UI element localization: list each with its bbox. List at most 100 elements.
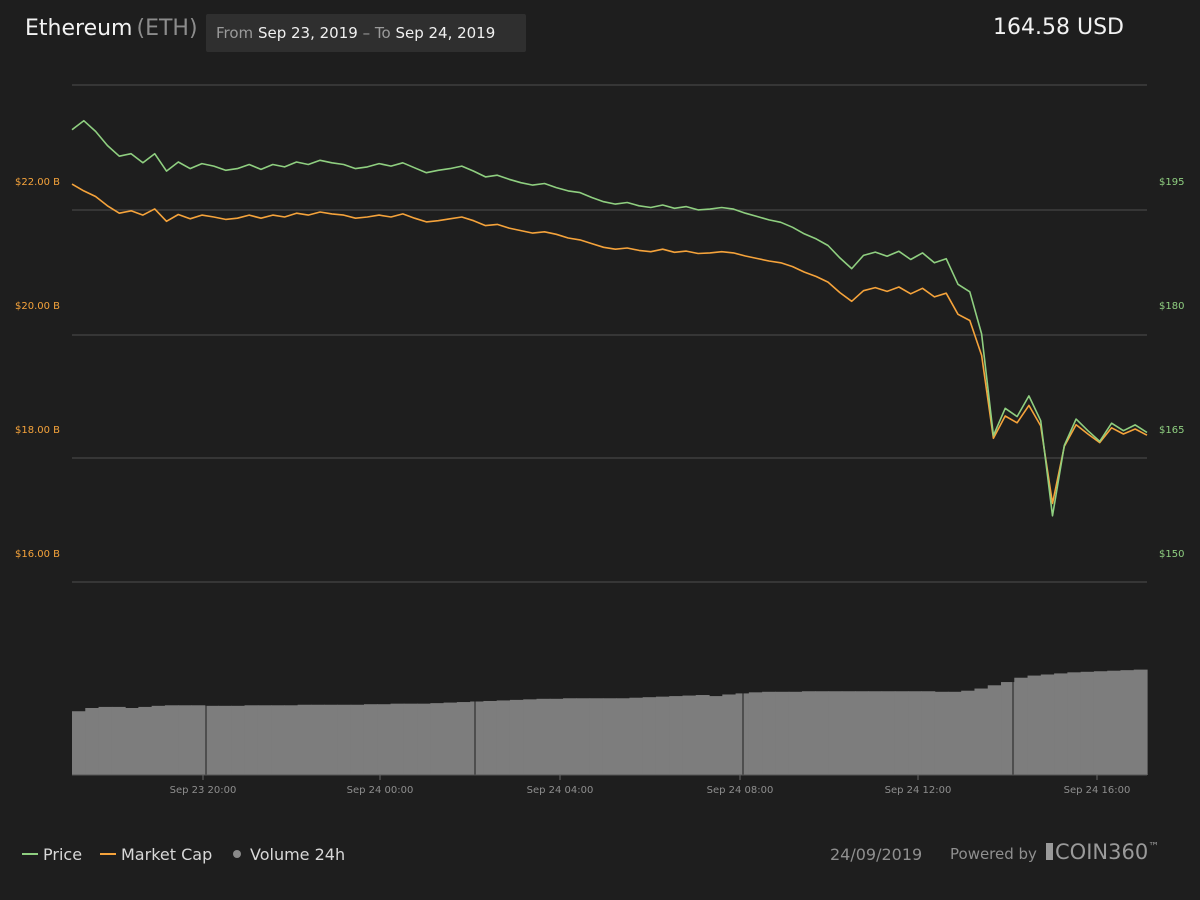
volume-bar <box>417 703 431 775</box>
x-tick-label: Sep 24 00:00 <box>347 785 414 796</box>
volume-bar <box>363 704 378 775</box>
axes: $16.00 B $18.00 B $20.00 B $22.00 B $150 $165… <box>15 177 1184 796</box>
volume-bar <box>483 700 498 775</box>
volume-bar <box>695 695 710 775</box>
volume-bar <box>987 685 1002 775</box>
legend-market-cap[interactable]: Market Cap <box>100 845 212 864</box>
volume-bar <box>775 691 790 775</box>
volume-bar <box>1120 670 1135 775</box>
brand-tm: ™ <box>1148 840 1160 853</box>
volume-bar <box>881 691 896 775</box>
volume-bar <box>722 694 737 775</box>
volume-bar <box>748 692 763 775</box>
range-separator: – <box>362 24 371 42</box>
volume-bar <box>1067 672 1082 775</box>
x-tick-label: Sep 24 16:00 <box>1064 785 1131 796</box>
price-chart[interactable]: $16.00 B $18.00 B $20.00 B $22.00 B $150 $165… <box>0 0 1200 820</box>
volume-bar <box>709 696 723 775</box>
volume-bar <box>655 696 670 775</box>
to-date[interactable]: Sep 24, 2019 <box>395 24 496 42</box>
coin360-logo[interactable]: COIN360™ <box>1046 840 1159 864</box>
volume-dot-icon <box>233 849 241 858</box>
volume-bar <box>191 705 206 775</box>
volume-bar <box>1054 673 1068 775</box>
volume-bar <box>231 705 246 775</box>
volume-bar <box>85 707 100 775</box>
volume-bar <box>430 703 445 775</box>
volume-bar <box>456 702 471 775</box>
volume-bar <box>523 699 538 775</box>
volume-bar <box>257 705 272 775</box>
brand-name: COIN360 <box>1055 840 1149 864</box>
volume-bars <box>72 660 1148 775</box>
volume-bar <box>788 691 803 775</box>
left-axis-tick-label: $18.00 B <box>15 425 60 436</box>
volume-bar <box>271 705 285 775</box>
market-cap-line-swatch <box>100 852 116 855</box>
date-range-selector[interactable]: From Sep 23, 2019 – To Sep 24, 2019 <box>206 14 526 52</box>
market-cap-line <box>71 183 1148 505</box>
volume-bar <box>855 691 869 775</box>
volume-bar <box>616 698 631 775</box>
volume-bar <box>151 705 166 775</box>
volume-bar <box>602 698 617 775</box>
legend-price[interactable]: Price <box>22 845 82 864</box>
right-axis-tick-label: $195 <box>1159 177 1184 188</box>
volume-bar <box>894 691 909 775</box>
volume-bar <box>297 704 312 775</box>
x-tick-label: Sep 23 20:00 <box>170 785 237 796</box>
coin360-logo-icon <box>1046 842 1053 860</box>
volume-bar <box>828 691 843 775</box>
coin-symbol: (ETH) <box>136 16 198 41</box>
volume-bar <box>111 706 126 775</box>
volume-bar <box>178 705 193 775</box>
from-date[interactable]: Sep 23, 2019 <box>257 24 358 42</box>
chart-header: Ethereum (ETH) From Sep 23, 2019 – To Sep… <box>0 0 1200 60</box>
legend-price-label: Price <box>43 845 83 864</box>
volume-bar <box>669 696 684 775</box>
volume-bar <box>337 704 352 775</box>
from-label: From <box>216 24 254 42</box>
volume-bar <box>549 698 564 775</box>
left-axis-tick-label: $22.00 B <box>15 177 60 188</box>
volume-bar <box>642 697 657 775</box>
price-line <box>71 119 1148 517</box>
volume-bar <box>1107 670 1122 775</box>
volume-bar <box>496 700 511 775</box>
right-axis-tick-label: $150 <box>1159 549 1184 560</box>
volume-bar <box>72 711 86 775</box>
right-axis-tick-label: $180 <box>1159 301 1184 312</box>
volume-bar <box>868 691 883 775</box>
volume-bar <box>125 707 139 775</box>
volume-bar <box>974 688 989 775</box>
volume-bar <box>1080 671 1095 775</box>
volume-bar <box>138 706 153 775</box>
volume-bar <box>1093 671 1108 775</box>
volume-bar <box>217 705 232 775</box>
volume-bar <box>536 698 551 775</box>
left-axis-tick-label: $16.00 B <box>15 549 60 560</box>
x-tick-label: Sep 24 12:00 <box>885 785 952 796</box>
grid-lines <box>72 84 1147 583</box>
legend-volume-label: Volume 24h <box>250 845 346 864</box>
footer-date: 24/09/2019 <box>830 845 923 864</box>
left-axis-tick-label: $20.00 B <box>15 301 60 312</box>
coin-title: Ethereum (ETH) <box>25 16 198 41</box>
volume-bar <box>1027 675 1042 775</box>
volume-bar <box>1014 677 1029 775</box>
volume-bar <box>284 705 299 775</box>
volume-bar <box>682 695 697 775</box>
volume-bar <box>961 690 976 775</box>
volume-bar <box>98 706 113 775</box>
legend-volume[interactable]: Volume 24h <box>233 845 345 864</box>
volume-bar <box>1040 674 1055 775</box>
volume-bar <box>934 691 949 775</box>
right-axis-tick-label: $165 <box>1159 425 1184 436</box>
volume-bar <box>164 705 179 775</box>
to-label: To <box>374 24 391 42</box>
volume-bar <box>629 697 644 775</box>
volume-bar <box>762 691 776 775</box>
volume-bar <box>815 691 830 775</box>
current-price: 164.58 USD <box>993 15 1124 40</box>
volume-bar <box>324 704 339 775</box>
